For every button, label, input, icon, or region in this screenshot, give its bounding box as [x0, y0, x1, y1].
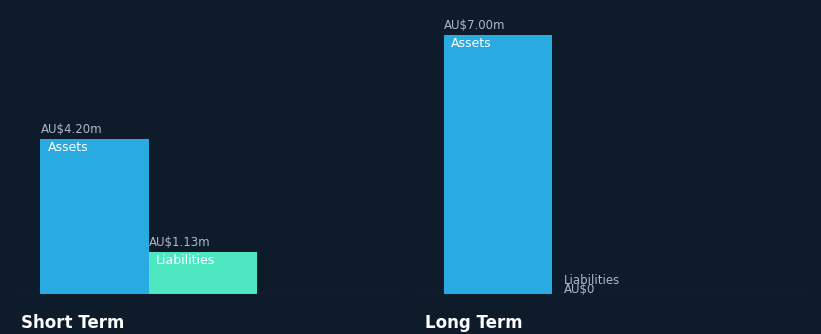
Text: AU$1.13m: AU$1.13m: [149, 236, 210, 249]
Bar: [40, 139, 149, 294]
Text: Long Term: Long Term: [425, 314, 522, 332]
Bar: [149, 252, 257, 294]
Text: Liabilities: Liabilities: [564, 275, 621, 288]
Text: AU$0: AU$0: [564, 283, 596, 296]
Text: AU$7.00m: AU$7.00m: [444, 19, 506, 32]
Text: Short Term: Short Term: [21, 314, 125, 332]
Text: AU$4.20m: AU$4.20m: [40, 123, 102, 136]
Text: Assets: Assets: [48, 141, 89, 154]
Bar: [444, 35, 553, 294]
Text: Assets: Assets: [452, 37, 492, 50]
Text: Liabilities: Liabilities: [156, 254, 215, 267]
